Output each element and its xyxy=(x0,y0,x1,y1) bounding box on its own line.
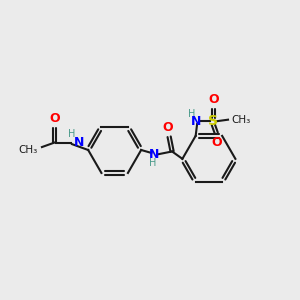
Text: O: O xyxy=(212,136,222,149)
Text: N: N xyxy=(190,115,201,128)
Text: H: H xyxy=(68,129,75,139)
Text: N: N xyxy=(74,136,84,149)
Text: O: O xyxy=(162,121,173,134)
Text: S: S xyxy=(208,114,218,128)
Text: H: H xyxy=(149,158,157,168)
Text: O: O xyxy=(49,112,60,125)
Text: O: O xyxy=(208,93,219,106)
Text: CH₃: CH₃ xyxy=(232,115,251,125)
Text: CH₃: CH₃ xyxy=(19,145,38,155)
Text: H: H xyxy=(188,109,196,119)
Text: N: N xyxy=(149,148,160,161)
